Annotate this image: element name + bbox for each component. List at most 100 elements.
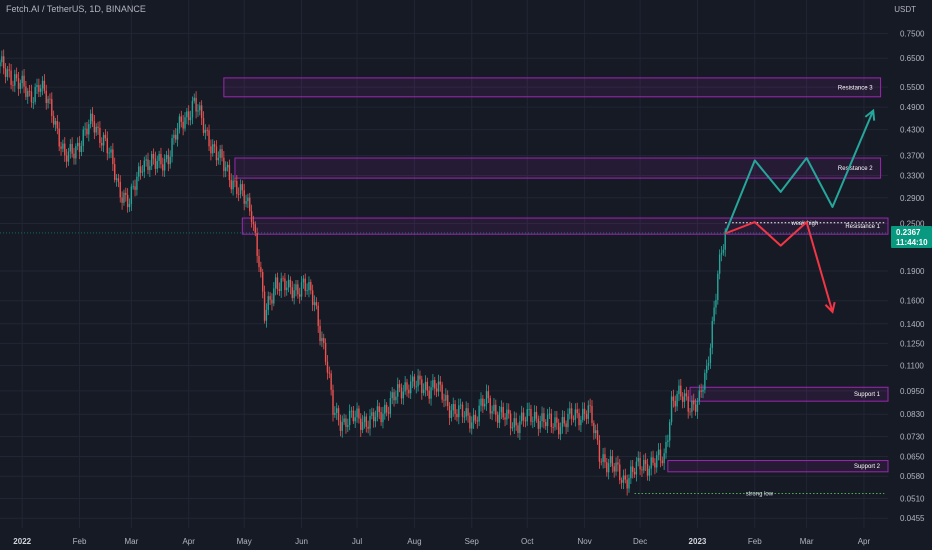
candle-body <box>435 388 438 392</box>
candle-body <box>234 180 236 182</box>
bearish-projection <box>724 221 834 313</box>
candle-body <box>310 282 312 291</box>
candle-body <box>223 157 225 172</box>
candle-body <box>245 201 247 204</box>
candle-body <box>160 153 162 165</box>
candle-body <box>593 423 595 434</box>
candle-body <box>528 409 530 410</box>
countdown-label: 11:44:10 <box>896 238 928 247</box>
candle-body <box>683 393 686 402</box>
candle-body <box>526 409 528 422</box>
candle-body <box>178 116 181 129</box>
candle-body <box>306 290 308 291</box>
candle-body <box>474 414 477 421</box>
candle-body <box>561 416 564 428</box>
price-axis[interactable]: 0.7500 0.6500 0.5500 0.4900 0.4300 0.3700 0.33… <box>891 29 932 523</box>
candle-body <box>389 398 392 414</box>
candle-body <box>82 129 84 146</box>
candle-body <box>713 307 715 322</box>
y-tick-label: 0.1600 <box>900 297 925 306</box>
candle-body <box>469 415 471 429</box>
candle-body <box>162 164 164 171</box>
candle-body <box>278 289 281 291</box>
candle-body <box>465 408 467 417</box>
candle-body <box>546 414 549 427</box>
candle-body <box>232 180 234 190</box>
candle-body <box>607 463 610 473</box>
candle-body <box>694 404 697 412</box>
candle-body <box>411 376 414 382</box>
candle-body <box>698 390 700 401</box>
candle-body <box>709 347 712 363</box>
x-tick-label: Mar <box>800 537 814 546</box>
candle-body <box>49 98 51 100</box>
candle-body <box>706 365 708 373</box>
candle-body <box>665 441 667 454</box>
candle-body <box>445 395 447 401</box>
current-price-label: 0.2367 <box>896 228 921 237</box>
candle-body <box>156 161 158 169</box>
candle-body <box>369 415 371 429</box>
candle-body <box>352 410 355 422</box>
candle-body <box>38 85 40 92</box>
candle-body <box>648 468 651 476</box>
candle-body <box>23 75 25 87</box>
candle-body <box>472 414 475 423</box>
candle-body <box>432 380 434 388</box>
candle-body <box>563 416 565 424</box>
candle-body <box>280 278 282 291</box>
y-tick-label: 0.0830 <box>900 410 925 419</box>
candle-body <box>138 166 140 177</box>
candle-body <box>180 116 182 122</box>
candle-body <box>459 404 462 406</box>
candle-body <box>226 164 229 168</box>
candle-body <box>667 440 669 442</box>
candle-body <box>15 74 18 79</box>
candle-body <box>4 68 7 77</box>
x-tick-label: 2023 <box>689 537 707 546</box>
candle-body <box>112 149 114 165</box>
candle-body <box>482 398 484 407</box>
candle-body <box>337 408 340 421</box>
candle-body <box>143 160 145 172</box>
candle-body <box>622 475 625 483</box>
candle-body <box>387 412 390 414</box>
candle-body <box>125 192 127 195</box>
candle-body <box>323 337 325 343</box>
zone-label: Support 2 <box>854 464 881 470</box>
candle-body <box>300 282 303 297</box>
candle-body <box>134 186 136 190</box>
y-tick-label: 0.3700 <box>900 152 925 161</box>
time-axis[interactable]: 2022 Feb Mar Apr May Jun Jul Aug Sep Oct Nov Dec 202… <box>13 537 870 546</box>
candle-body <box>391 392 393 399</box>
candle-body <box>676 394 678 407</box>
candle-body <box>659 449 662 461</box>
candle-body <box>273 288 275 304</box>
candle-body <box>576 409 578 414</box>
candle-body <box>489 398 491 414</box>
candle-body <box>354 417 356 422</box>
candle-body <box>334 412 336 415</box>
candle-body <box>382 413 384 423</box>
candle-body <box>208 130 210 147</box>
candle-body <box>130 186 133 204</box>
candle-body <box>615 462 617 472</box>
y-tick-label: 0.4900 <box>900 103 925 112</box>
candle-body <box>543 413 545 423</box>
candle-body <box>263 291 266 321</box>
zone-label: Resistance 1 <box>845 224 880 230</box>
candle-body <box>252 221 255 225</box>
candle-body <box>545 422 547 427</box>
chart-title[interactable]: Fetch.AI / TetherUS, 1D, BINANCE <box>6 4 146 14</box>
candle-body <box>517 425 519 433</box>
candle-body <box>86 128 88 135</box>
candle-body <box>12 84 14 86</box>
candle-body <box>40 88 42 92</box>
candle-body <box>56 121 59 129</box>
candle-body <box>169 156 171 165</box>
candle-body <box>539 421 541 429</box>
candle-body <box>8 69 10 71</box>
candle-body <box>685 393 688 397</box>
candle-body <box>439 381 441 385</box>
